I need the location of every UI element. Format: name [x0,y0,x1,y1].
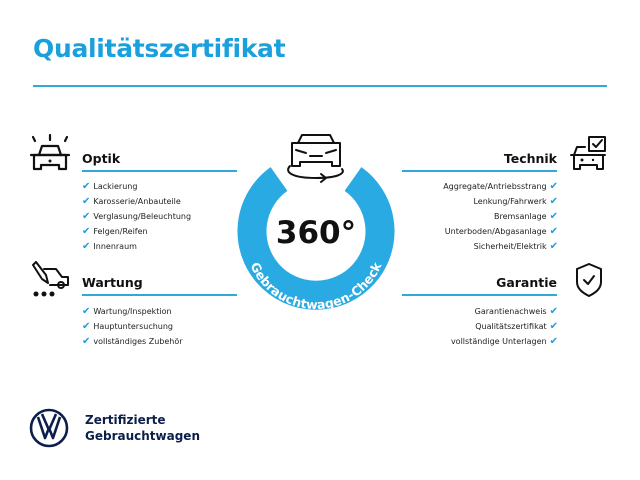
list-item: Sicherheit/Elektrik ✔ [473,241,558,252]
list-item: Bremsanlage ✔ [494,211,558,222]
optik-list: ✔ Lackierung ✔ Karosserie/Anbauteile ✔ Verg… [82,179,191,254]
check-icon: ✔ [82,306,91,317]
check-icon: ✔ [82,211,91,222]
list-item: ✔ Lackierung [82,181,138,192]
section-divider [402,170,557,172]
check-icon: ✔ [549,336,558,347]
list-item: vollständige Unterlagen ✔ [450,336,558,347]
check-icon: ✔ [549,306,558,317]
check-icon: ✔ [549,181,558,192]
section-title-technik: Technik [503,151,557,166]
section-title-garantie: Garantie [496,275,557,290]
list-item: ✔ Felgen/Reifen [82,226,148,237]
service-tools-icon [32,261,69,297]
brand-text: Zertifizierte Gebrauchtwagen [85,412,200,444]
rotating-car-icon [287,134,344,183]
list-item: Lenkung/Fahrwerk ✔ [473,196,558,207]
list-item: ✔ Karosserie/Anbauteile [82,196,181,207]
list-item: Garantienachweis ✔ [474,306,558,317]
list-item: ✔ Innenraum [82,241,137,252]
brand-line-1: Zertifizierte [85,413,166,427]
technik-list: Aggregate/Antriebsstrang ✔ Lenkung/Fahrwe… [443,179,558,254]
list-item: ✔ Hauptuntersuchung [82,321,174,332]
section-divider [402,294,557,296]
vw-logo [29,408,69,448]
check-icon: ✔ [82,181,91,192]
garantie-list: Garantienachweis ✔ Qualitätszertifikat ✔ v… [451,304,558,349]
car-checklist-icon [570,136,606,170]
360-check-badge: 360° Gebrauchtwagen-Check [237,134,395,312]
check-icon: ✔ [549,196,558,207]
check-icon: ✔ [82,241,91,252]
list-item: Qualitätszertifikat ✔ [475,321,558,332]
wartung-list: ✔ Wartung/Inspektion ✔ Hauptuntersuchung ✔… [82,304,183,349]
section-divider [82,294,237,296]
page-title: Qualitätszertifikat [33,34,286,63]
check-icon: ✔ [82,321,91,332]
list-item: Unterboden/Abgasanlage ✔ [444,226,558,237]
car-lights-icon [29,133,71,171]
check-icon: ✔ [82,196,91,207]
badge-value: 360° [276,215,356,251]
section-divider [82,170,237,172]
check-icon: ✔ [549,211,558,222]
list-item: ✔ vollständiges Zubehör [82,336,183,347]
title-divider [33,85,607,87]
check-icon: ✔ [82,226,91,237]
check-icon: ✔ [549,321,558,332]
check-icon: ✔ [549,241,558,252]
list-item: ✔ Wartung/Inspektion [82,306,172,317]
section-title-wartung: Wartung [82,275,143,290]
section-title-optik: Optik [82,151,121,166]
brand-line-2: Gebrauchtwagen [85,429,200,443]
list-item: ✔ Verglasung/Beleuchtung [82,211,192,222]
check-icon: ✔ [549,226,558,237]
check-icon: ✔ [82,336,91,347]
badge-ring [237,167,395,310]
list-item: Aggregate/Antriebsstrang ✔ [443,181,558,192]
shield-check-icon [576,263,602,297]
